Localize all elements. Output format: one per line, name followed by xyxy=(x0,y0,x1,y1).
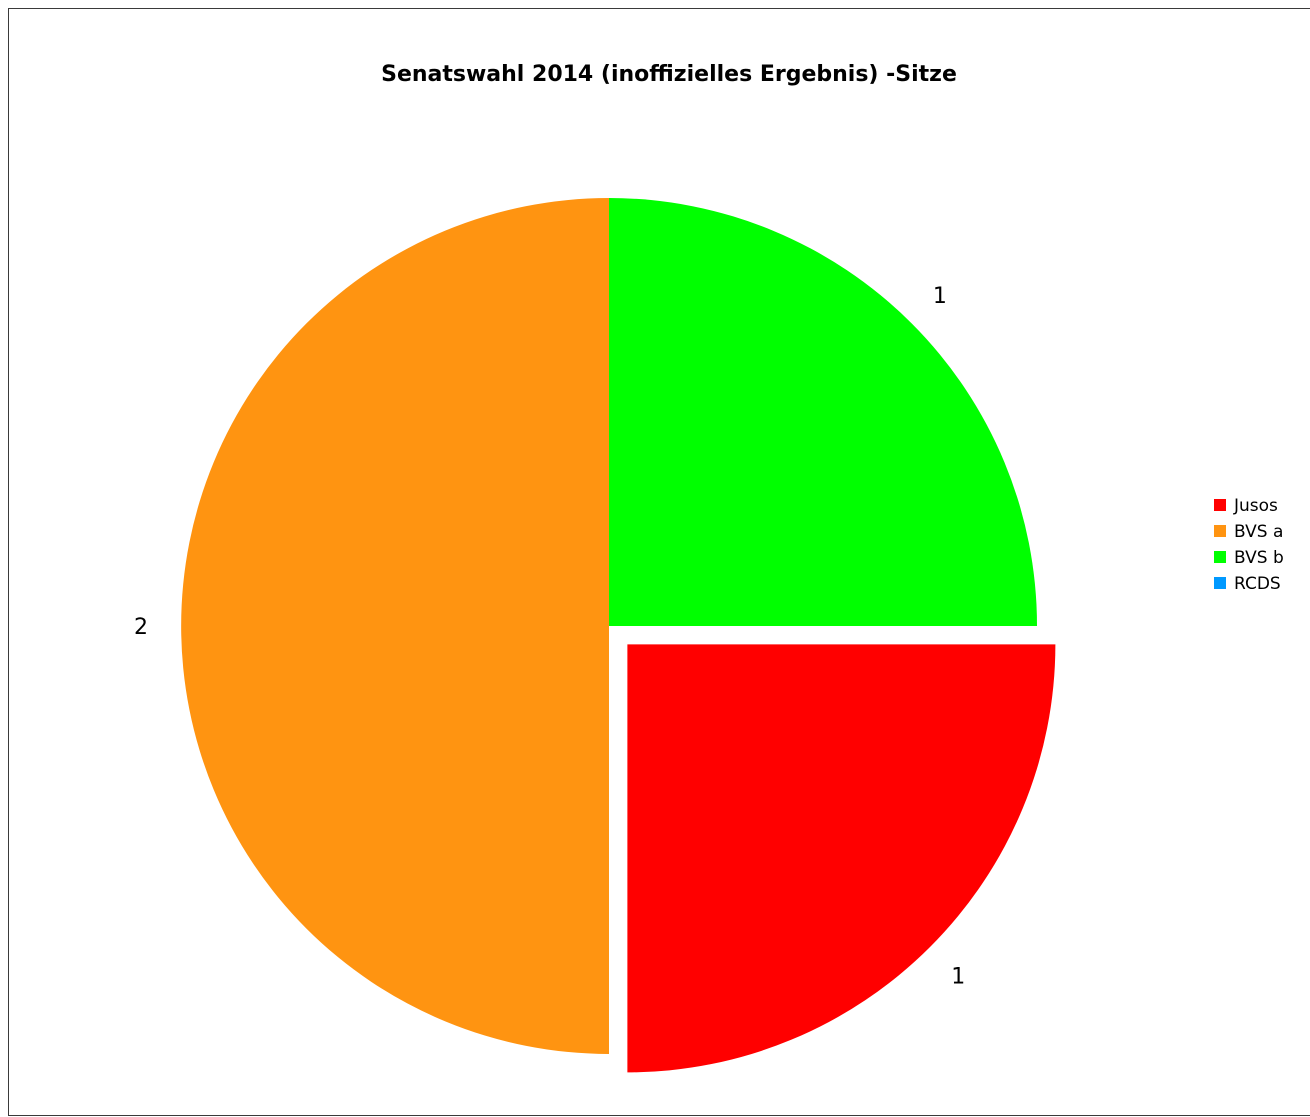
legend-label-bvs-a: BVS a xyxy=(1234,522,1283,542)
legend: Jusos BVS a BVS b RCDS xyxy=(1214,496,1284,594)
chart-title: Senatswahl 2014 (inoffizielles Ergebnis)… xyxy=(381,62,957,87)
legend-swatch-bvs-b xyxy=(1214,551,1226,563)
legend-swatch-jusos xyxy=(1214,499,1226,511)
pie-slices xyxy=(181,198,1056,1073)
data-label-bvs-b: 1 xyxy=(933,284,947,309)
pie-slice-bvs-b xyxy=(609,198,1037,626)
legend-label-rcds: RCDS xyxy=(1234,574,1281,594)
pie-slice-jusos xyxy=(627,644,1056,1073)
legend-swatch-bvs-a xyxy=(1214,525,1226,537)
pie-chart: Senatswahl 2014 (inoffizielles Ergebnis)… xyxy=(134,62,1284,1073)
legend-label-bvs-b: BVS b xyxy=(1234,548,1284,568)
data-labels: 1 2 1 xyxy=(134,284,965,989)
chart-frame: Senatswahl 2014 (inoffizielles Ergebnis)… xyxy=(8,8,1310,1116)
legend-swatch-rcds xyxy=(1214,577,1226,589)
data-label-bvs-a: 2 xyxy=(134,615,148,640)
legend-label-jusos: Jusos xyxy=(1233,496,1278,516)
data-label-jusos: 1 xyxy=(951,964,965,989)
pie-slice-bvs-a xyxy=(181,198,610,1054)
